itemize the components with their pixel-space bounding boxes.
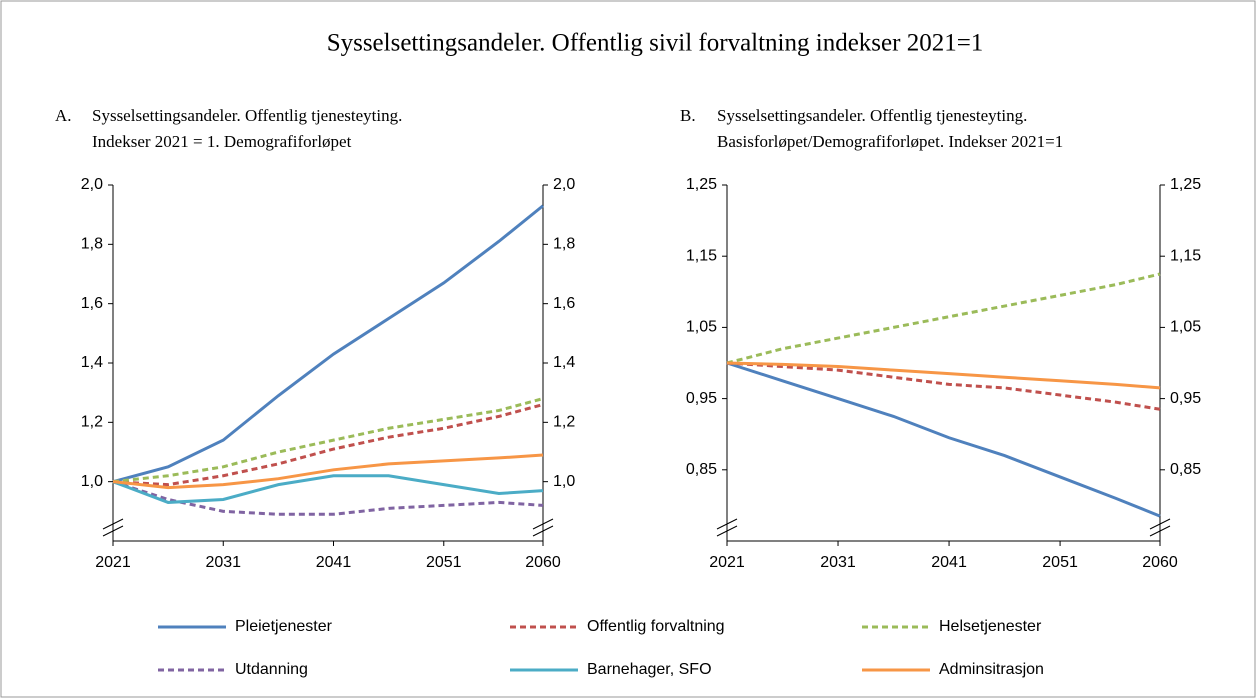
axis-break [532, 518, 554, 530]
series-line [112, 403, 544, 487]
x-tick-label: 2060 [525, 554, 561, 571]
y2-tick-label: 1,6 [553, 295, 575, 312]
x-tick-label: 2041 [316, 554, 352, 571]
panel-label: A. [55, 106, 72, 125]
y-tick-label: 1,6 [81, 295, 103, 312]
y-tick-label: 1,2 [81, 414, 103, 431]
panel-label: B. [680, 106, 696, 125]
axis-break [102, 525, 124, 537]
legend-label: Barnehager, SFO [587, 661, 712, 678]
panel-title: Indekser 2021 = 1. Demografiforløpet [92, 132, 352, 151]
legend-label: Utdanning [235, 661, 308, 678]
axis-break [1149, 525, 1171, 537]
x-tick-label: 2051 [426, 554, 462, 571]
y-tick-label: 1,05 [686, 319, 717, 336]
x-tick-label: 2021 [709, 554, 745, 571]
y2-tick-label: 1,05 [1170, 319, 1201, 336]
y-tick-label: 1,25 [686, 176, 717, 193]
x-tick-label: 2031 [820, 554, 856, 571]
y2-tick-label: 1,15 [1170, 247, 1201, 264]
y2-tick-label: 1,8 [553, 236, 575, 253]
figure-title: Sysselsettingsandeler. Offentlig sivil f… [327, 30, 984, 57]
y-tick-label: 1,15 [686, 247, 717, 264]
series-line [112, 453, 544, 490]
y-tick-label: 1,4 [81, 354, 103, 371]
x-tick-label: 2021 [95, 554, 131, 571]
y2-tick-label: 2,0 [553, 176, 575, 193]
y-tick-label: 0,95 [686, 390, 717, 407]
axis-break [716, 525, 738, 537]
legend-label: Pleietjenester [235, 618, 333, 635]
series-line [112, 480, 544, 516]
series-line [726, 361, 1161, 411]
axis-break [102, 518, 124, 530]
series-line [726, 361, 1161, 518]
y-tick-label: 1,0 [81, 473, 103, 490]
axis-break [1149, 518, 1171, 530]
y2-tick-label: 0,95 [1170, 390, 1201, 407]
series-line [726, 361, 1161, 390]
panel-title: Sysselsettingsandeler. Offentlig tjenest… [92, 106, 402, 125]
axis-break [716, 518, 738, 530]
y-tick-label: 0,85 [686, 461, 717, 478]
x-tick-label: 2051 [1042, 554, 1078, 571]
legend-label: Offentlig forvaltning [587, 618, 725, 635]
panel-title: Sysselsettingsandeler. Offentlig tjenest… [717, 106, 1027, 125]
y2-tick-label: 1,0 [553, 473, 575, 490]
panel-title: Basisforløpet/Demografiforløpet. Indekse… [717, 132, 1063, 151]
x-tick-label: 2060 [1142, 554, 1178, 571]
y2-tick-label: 1,4 [553, 354, 575, 371]
series-line [112, 474, 544, 504]
series-line [112, 397, 544, 484]
y2-tick-label: 0,85 [1170, 461, 1201, 478]
axis-break [532, 525, 554, 537]
x-tick-label: 2041 [931, 554, 967, 571]
y2-tick-label: 1,2 [553, 414, 575, 431]
y-tick-label: 2,0 [81, 176, 103, 193]
series-line [112, 204, 544, 484]
y2-tick-label: 1,25 [1170, 176, 1201, 193]
legend-label: Adminsitrasjon [939, 661, 1044, 678]
legend-label: Helsetjenester [939, 618, 1042, 635]
y-tick-label: 1,8 [81, 236, 103, 253]
x-tick-label: 2031 [205, 554, 241, 571]
